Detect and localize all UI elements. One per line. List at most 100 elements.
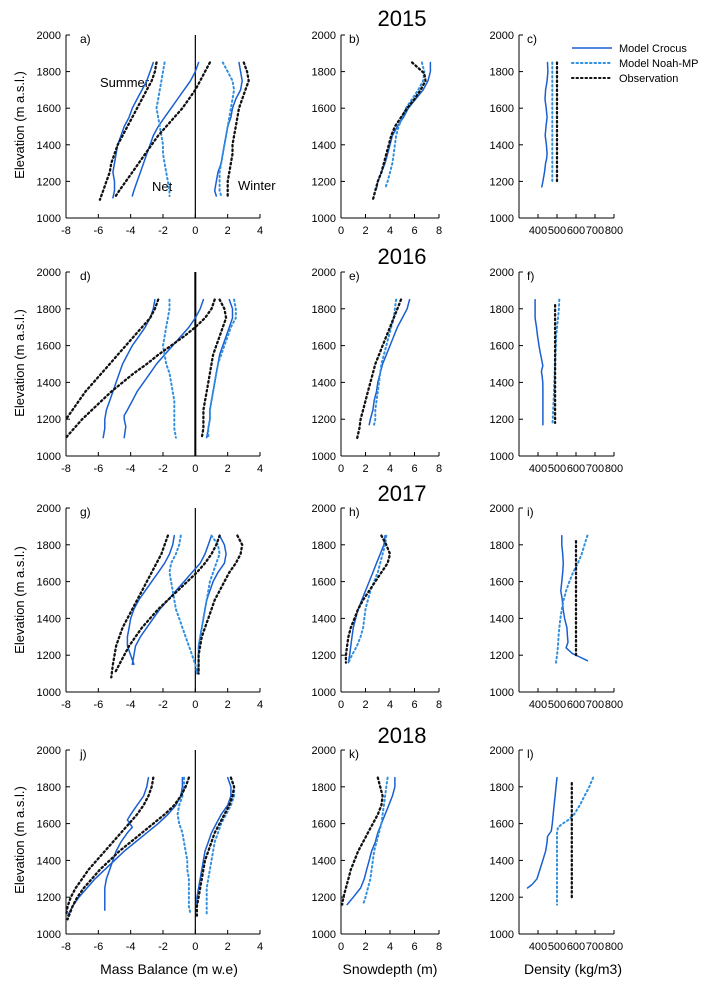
series-line-crocus: [131, 534, 213, 666]
series-line-crocus: [347, 534, 386, 664]
series-line-obs: [113, 61, 212, 200]
y-tick-label: 1000: [490, 687, 514, 699]
x-tick-label: 4: [387, 699, 393, 711]
x-tick-label: 0: [192, 463, 198, 475]
y-tick-label: 1800: [37, 782, 61, 794]
y-tick-label: 1600: [490, 103, 514, 115]
series-line-obs: [195, 776, 236, 917]
series-line-obs: [200, 298, 228, 439]
series-line-noah: [218, 61, 236, 197]
x-tick-label: 0: [338, 463, 344, 475]
x-tick-label: 8: [436, 941, 442, 953]
y-tick-label: 1400: [490, 377, 514, 389]
y-tick-label: 2000: [37, 503, 61, 515]
series-line-crocus: [541, 61, 549, 188]
series-line-obs: [344, 534, 392, 664]
y-tick-label: 1800: [312, 782, 336, 794]
series-line-obs: [98, 61, 158, 201]
y-tick-label: 1000: [312, 451, 336, 463]
y-tick-label: 1400: [312, 140, 336, 152]
x-tick-label: 4: [257, 699, 263, 711]
series-line-obs: [355, 298, 403, 441]
y-tick-label: 1000: [37, 451, 61, 463]
series-line-noah: [207, 298, 237, 439]
panel-a: 1000 1200 1400 1600 1800 2000 -8 -6 -4 -2 0 2 4 a): [37, 30, 264, 237]
panel-d: 1000 1200 1400 1600 1800 2000 -8 -6 -4 -2 0 2 4 d): [37, 267, 264, 475]
series-line-crocus: [346, 776, 396, 906]
x-tick-label: -6: [93, 463, 103, 475]
y-tick-label: 1000: [37, 929, 61, 941]
series-line-noah: [347, 534, 388, 664]
y-tick-label: 2000: [37, 267, 61, 279]
year-title-2018: 2018: [378, 723, 427, 748]
x-tick-label: -4: [126, 699, 136, 711]
y-tick-label: 1200: [490, 176, 514, 188]
x-tick-label: -6: [93, 699, 103, 711]
x-tick-label: 0: [192, 941, 198, 953]
x-tick-label: 500: [548, 225, 566, 237]
x-tick-label: 2: [362, 225, 368, 237]
x-tick-label: 4: [257, 941, 263, 953]
y-tick-label: 2000: [312, 30, 336, 42]
legend: Model Crocus Model Noah-MP Observation: [571, 43, 698, 85]
annotation-summer: Summer: [100, 75, 150, 90]
year-title-2017: 2017: [378, 481, 427, 506]
panel-label: h): [349, 505, 360, 519]
y-tick-label: 1600: [37, 577, 61, 589]
series-line-noah: [205, 776, 236, 915]
y-tick-label: 1000: [490, 929, 514, 941]
y-tick-label: 2000: [490, 745, 514, 757]
x-tick-label: 6: [411, 699, 417, 711]
x-tick-label: -4: [126, 941, 136, 953]
y-tick-label: 1800: [490, 67, 514, 79]
y-tick-label: 1000: [37, 687, 61, 699]
series-line-crocus: [534, 298, 544, 426]
x-tick-label: 2: [225, 941, 231, 953]
x-tick-label: 400: [529, 225, 547, 237]
x-tick-label: -8: [61, 699, 71, 711]
y-tick-label: 1800: [37, 304, 61, 316]
panel-k: 1000 1200 1400 1600 1800 2000 0 2 4 6 8 k): [312, 745, 443, 953]
y-tick-label: 1400: [37, 377, 61, 389]
x-tick-label: 800: [605, 463, 623, 475]
panel-c: 1000 1200 1400 1600 1800 2000 400 500 600 700 800 c…: [490, 30, 624, 237]
x-tick-label: 6: [411, 463, 417, 475]
x-tick-label: 700: [586, 225, 604, 237]
series-line-crocus: [126, 534, 176, 666]
y-tick-label: 1800: [490, 540, 514, 552]
x-tick-label: 6: [411, 225, 417, 237]
series-line-crocus: [196, 776, 232, 908]
y-tick-label: 1800: [37, 67, 61, 79]
y-tick-label: 1400: [490, 613, 514, 625]
series-line-crocus: [102, 298, 156, 439]
y-tick-label: 1800: [37, 540, 61, 552]
series-line-obs: [66, 776, 191, 921]
series-line-crocus: [368, 298, 411, 426]
y-tick-label: 1200: [312, 650, 336, 662]
year-title-2016: 2016: [378, 244, 427, 269]
y-tick-label: 1800: [490, 782, 514, 794]
x-tick-label: 8: [436, 225, 442, 237]
series-line-crocus: [123, 298, 205, 439]
x-tick-label: 700: [586, 463, 604, 475]
y-axis-label-row-4: Elevation (m a.s.l.): [12, 786, 27, 894]
x-tick-label: 0: [338, 225, 344, 237]
y-tick-label: 2000: [490, 267, 514, 279]
series-line-obs: [64, 298, 216, 439]
y-tick-label: 1400: [37, 855, 61, 867]
panel-label: a): [80, 32, 91, 46]
x-tick-label: 0: [338, 941, 344, 953]
y-tick-label: 1400: [312, 377, 336, 389]
y-tick-label: 1200: [37, 650, 61, 662]
legend-label-noah: Model Noah-MP: [619, 58, 698, 70]
series-line-noah: [176, 776, 192, 915]
y-axis-label-row-1: Elevation (m a.s.l.): [12, 71, 27, 179]
y-tick-label: 1600: [37, 103, 61, 115]
x-tick-label: 600: [567, 941, 585, 953]
y-tick-label: 1600: [37, 341, 61, 353]
x-tick-label: 2: [225, 463, 231, 475]
x-tick-label: 2: [225, 699, 231, 711]
series-line-obs: [110, 534, 170, 679]
series-line-crocus: [526, 776, 558, 889]
